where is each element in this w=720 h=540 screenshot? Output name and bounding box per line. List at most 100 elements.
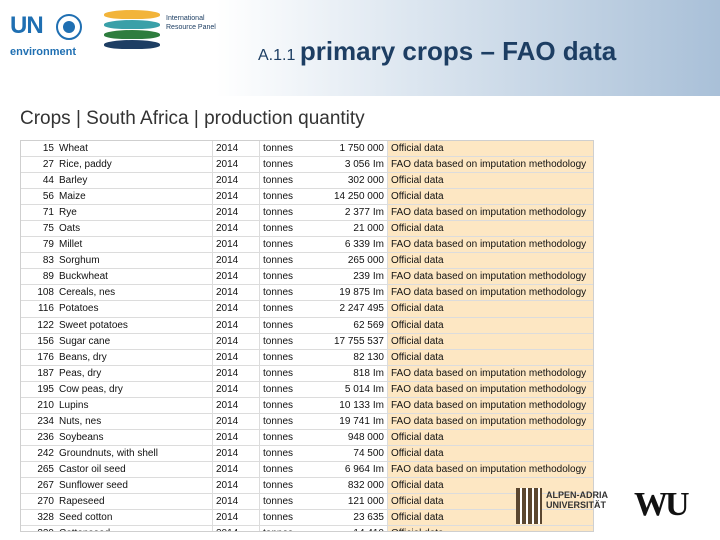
row-value: 14 250 000 <box>311 188 388 206</box>
row-year: 2014 <box>212 333 260 350</box>
row-value-number: 832 000 <box>347 480 384 491</box>
row-value-number: 74 500 <box>353 447 384 459</box>
logo-band <box>104 20 160 29</box>
row-crop: Groundnuts, with shell <box>56 445 213 462</box>
table-row: 56 Maize 2014 tonnes 14 250 000 Official data <box>21 188 593 206</box>
aau-mark <box>516 488 542 524</box>
row-unit: tonnes <box>259 317 311 334</box>
row-note: Official data <box>387 429 593 446</box>
row-note: Official data <box>387 188 593 206</box>
row-code: 108 <box>21 284 56 302</box>
row-value: 5 014 Im <box>311 381 388 398</box>
row-value-number: 6 964 <box>344 463 370 475</box>
row-crop: Maize <box>56 188 213 206</box>
row-unit: tonnes <box>259 220 311 238</box>
row-value-number: 265 000 <box>347 255 384 267</box>
row-unit: tonnes <box>259 525 311 531</box>
globe-icon <box>56 14 82 40</box>
row-flag: Im <box>372 271 384 283</box>
crop-table: 15 Wheat 2014 tonnes 1 750 000 Official data 2… <box>20 140 594 532</box>
row-unit: tonnes <box>259 284 311 302</box>
row-crop: Sorghum <box>56 252 213 270</box>
row-value: 21 000 <box>311 220 388 238</box>
table-row: 75 Oats 2014 tonnes 21 000 Official data <box>21 220 593 238</box>
row-value-number: 5 014 <box>344 383 370 395</box>
row-value-number: 948 000 <box>347 431 384 443</box>
row-note: Official data <box>387 445 593 462</box>
row-code: 329 <box>21 525 56 531</box>
row-unit: tonnes <box>259 509 311 527</box>
row-crop: Soybeans <box>56 429 213 446</box>
row-year: 2014 <box>212 172 260 190</box>
row-note: FAO data based on imputation methodology <box>387 204 593 222</box>
row-unit: tonnes <box>259 268 311 286</box>
table-row: 15 Wheat 2014 tonnes 1 750 000 Official data <box>21 141 593 158</box>
row-flag: Im <box>372 415 384 427</box>
row-value-number: 2 377 <box>344 207 370 219</box>
table-row: 234 Nuts, nes 2014 tonnes 19 741 Im FAO data b… <box>21 413 593 430</box>
row-code: 176 <box>21 349 56 366</box>
row-year: 2014 <box>212 252 260 270</box>
row-flag: Im <box>372 287 384 299</box>
row-crop: Cottonseed <box>56 525 213 531</box>
row-value: 6 339 Im <box>311 236 388 254</box>
un-logo-sub: environment <box>10 46 77 58</box>
row-crop: Millet <box>56 236 213 254</box>
row-crop: Wheat <box>56 141 213 158</box>
title-main: primary crops – FAO data <box>299 36 617 66</box>
row-value: 832 000 <box>311 477 388 495</box>
row-code: 15 <box>21 141 56 158</box>
row-crop: Barley <box>56 172 213 190</box>
row-unit: tonnes <box>259 429 311 446</box>
row-note: Official data <box>387 300 593 318</box>
row-value-number: 62 569 <box>353 319 384 331</box>
row-value-number: 14 410 <box>353 528 384 531</box>
row-code: 328 <box>21 509 56 527</box>
table-row: 116 Potatoes 2014 tonnes 2 247 495 Official d… <box>21 300 593 318</box>
row-value-number: 23 635 <box>353 512 384 524</box>
row-note: Official data <box>387 172 593 190</box>
row-unit: tonnes <box>259 188 311 206</box>
row-crop: Potatoes <box>56 300 213 318</box>
wu-logo: WU <box>634 486 716 530</box>
row-value-number: 17 755 537 <box>333 335 384 347</box>
table-row: 195 Cow peas, dry 2014 tonnes 5 014 Im FAO dat… <box>21 381 593 398</box>
page-title: A.1.1 primary crops – FAO data <box>258 36 616 67</box>
table-row: 71 Rye 2014 tonnes 2 377 Im FAO data based on … <box>21 204 593 222</box>
table-row: 27 Rice, paddy 2014 tonnes 3 056 Im FAO data b… <box>21 156 593 174</box>
row-year: 2014 <box>212 397 260 414</box>
row-unit: tonnes <box>259 477 311 495</box>
row-value-number: 82 130 <box>353 351 384 363</box>
row-code: 75 <box>21 220 56 238</box>
row-note: FAO data based on imputation methodology <box>387 268 593 286</box>
row-year: 2014 <box>212 317 260 334</box>
row-unit: tonnes <box>259 413 311 430</box>
row-code: 71 <box>21 204 56 222</box>
row-code: 116 <box>21 300 56 318</box>
row-value-number: 21 000 <box>353 223 384 235</box>
row-value-number: 121 000 <box>347 496 384 508</box>
row-code: 265 <box>21 461 56 478</box>
row-code: 44 <box>21 172 56 190</box>
row-year: 2014 <box>212 381 260 398</box>
row-year: 2014 <box>212 300 260 318</box>
row-note: FAO data based on imputation methodology <box>387 397 593 414</box>
row-year: 2014 <box>212 188 260 206</box>
slide-header: UN environment International Resource Pa… <box>0 0 720 96</box>
row-value-number: 1 750 000 <box>339 143 385 155</box>
table-row: 329Cottonseed2014tonnes 14 410Official da… <box>21 525 593 531</box>
row-crop: Beans, dry <box>56 349 213 366</box>
row-code: 210 <box>21 397 56 414</box>
row-code: 56 <box>21 188 56 206</box>
row-value: 19 875 Im <box>311 284 388 302</box>
row-crop: Peas, dry <box>56 365 213 382</box>
row-value-number: 14 250 000 <box>333 191 384 203</box>
row-value-number: 19 741 <box>339 415 370 427</box>
row-year: 2014 <box>212 413 260 430</box>
row-crop: Rapeseed <box>56 493 213 511</box>
row-value: 19 741 Im <box>311 413 388 430</box>
irp-logo-text: International Resource Panel <box>166 15 216 31</box>
row-unit: tonnes <box>259 300 311 318</box>
table-row: 267 Sunflower seed 2014 tonnes 832 000 Offici… <box>21 477 593 495</box>
table-row: 242 Groundnuts, with shell 2014 tonnes 74 50… <box>21 445 593 462</box>
